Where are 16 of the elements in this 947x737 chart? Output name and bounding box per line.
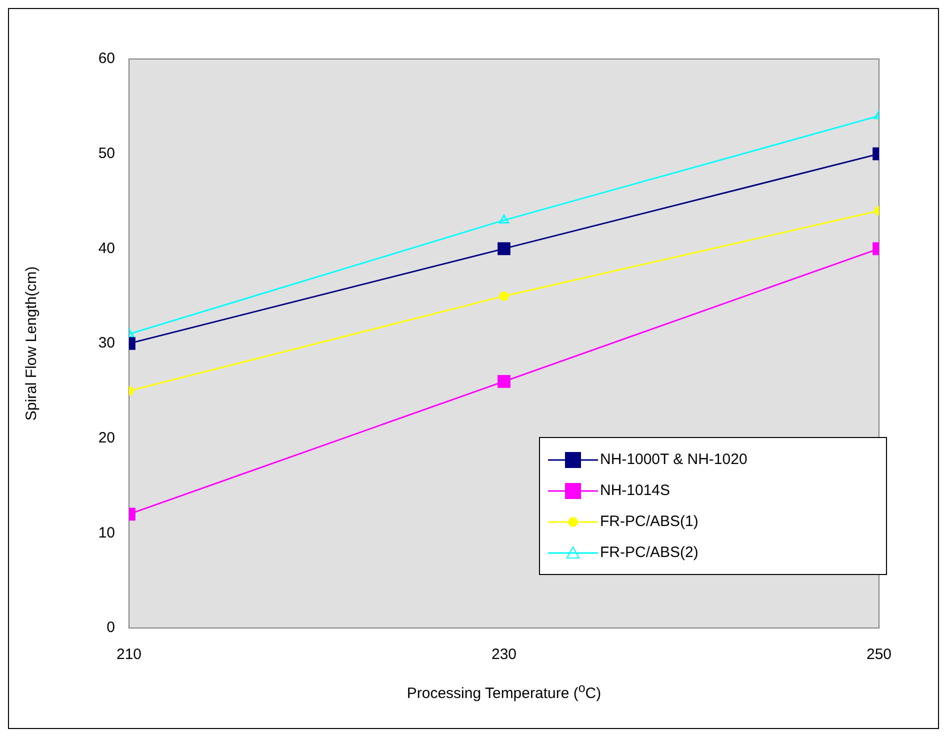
y-axis-title: Spiral Flow Length(cm) bbox=[23, 266, 40, 421]
y-tick-label: 50 bbox=[98, 144, 115, 162]
y-tick-label: 60 bbox=[98, 50, 115, 68]
legend-label: FR-PC/ABS(2) bbox=[600, 544, 698, 561]
y-tick-label: 30 bbox=[98, 334, 115, 352]
legend-label: FR-PC/ABS(1) bbox=[600, 513, 698, 530]
legend-label: NH-1000T & NH-1020 bbox=[600, 451, 748, 468]
x-tick-label: 250 bbox=[866, 646, 892, 664]
y-tick-label: 20 bbox=[98, 429, 115, 446]
x-axis-title: Processing Temperature ($^{o}$C) bbox=[406, 681, 602, 702]
legend-label: NH-1014S bbox=[600, 482, 670, 499]
x-tick-label: 210 bbox=[116, 646, 142, 664]
y-tick-label: 10 bbox=[98, 524, 115, 542]
x-tick-label: 230 bbox=[491, 646, 517, 664]
y-tick-label: 40 bbox=[98, 240, 115, 257]
y-tick-label: 0 bbox=[106, 619, 115, 636]
